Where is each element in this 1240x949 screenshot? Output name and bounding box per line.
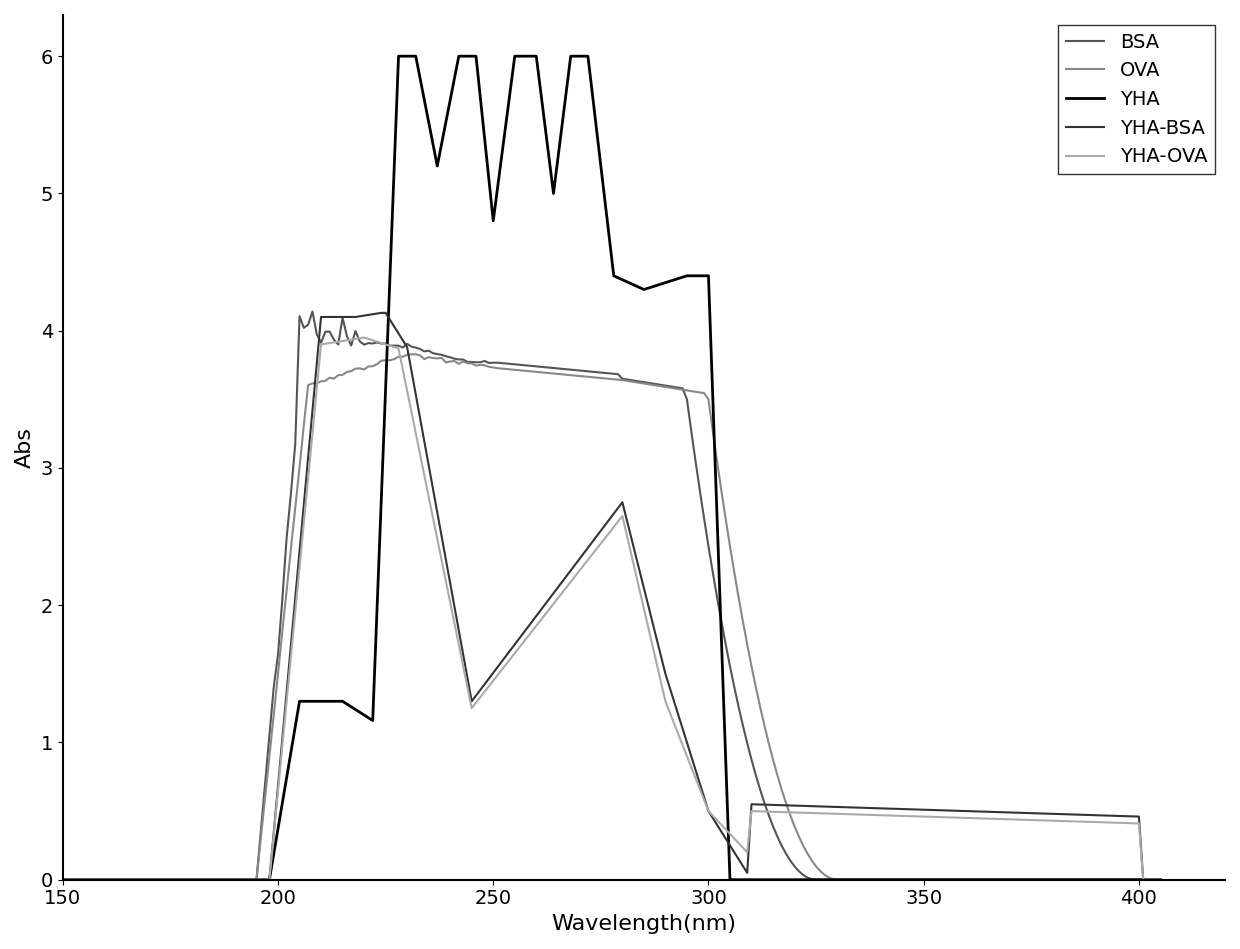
X-axis label: Wavelength(nm): Wavelength(nm) — [552, 914, 737, 934]
Line: YHA-BSA: YHA-BSA — [63, 313, 1161, 880]
YHA — [477, 133, 492, 144]
YHA-BSA — [1153, 874, 1168, 885]
BSA — [305, 306, 320, 317]
YHA — [601, 233, 616, 245]
YHA-OVA — [1153, 874, 1168, 885]
OVA — [464, 358, 479, 369]
YHA-OVA — [56, 874, 71, 885]
YHA-OVA — [951, 812, 966, 824]
OVA — [477, 360, 492, 371]
Line: YHA-OVA: YHA-OVA — [63, 338, 1161, 880]
YHA-BSA — [477, 679, 492, 690]
YHA-OVA — [601, 527, 616, 538]
YHA — [391, 50, 405, 62]
OVA — [1153, 874, 1168, 885]
OVA — [56, 874, 71, 885]
OVA — [408, 348, 423, 360]
YHA — [464, 50, 479, 62]
Line: OVA: OVA — [63, 354, 1161, 880]
YHA-OVA — [404, 406, 419, 418]
BSA — [404, 341, 419, 352]
OVA — [601, 373, 616, 384]
YHA-BSA — [374, 307, 389, 319]
BSA — [56, 874, 71, 885]
YHA — [951, 874, 966, 885]
Y-axis label: Abs: Abs — [15, 427, 35, 468]
BSA — [477, 355, 492, 366]
YHA-BSA — [601, 513, 616, 525]
YHA-OVA — [477, 686, 492, 698]
YHA — [404, 50, 419, 62]
BSA — [464, 356, 479, 367]
BSA — [951, 874, 966, 885]
YHA-OVA — [537, 609, 552, 621]
YHA-BSA — [464, 696, 479, 707]
Line: YHA: YHA — [63, 56, 1161, 880]
YHA — [1153, 874, 1168, 885]
YHA-BSA — [537, 599, 552, 610]
Line: BSA: BSA — [63, 311, 1161, 880]
YHA-BSA — [404, 365, 419, 377]
YHA — [56, 874, 71, 885]
YHA-BSA — [56, 874, 71, 885]
YHA-OVA — [464, 702, 479, 714]
OVA — [399, 349, 414, 361]
YHA-BSA — [951, 805, 966, 816]
YHA-OVA — [357, 332, 372, 344]
YHA — [537, 120, 552, 131]
Legend: BSA, OVA, YHA, YHA-BSA, YHA-OVA: BSA, OVA, YHA, YHA-BSA, YHA-OVA — [1058, 25, 1215, 175]
OVA — [951, 874, 966, 885]
BSA — [537, 362, 552, 373]
OVA — [537, 367, 552, 379]
BSA — [601, 367, 616, 379]
BSA — [1153, 874, 1168, 885]
